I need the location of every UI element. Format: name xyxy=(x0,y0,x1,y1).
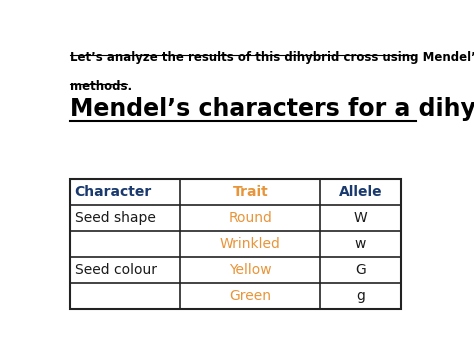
Text: Seed shape: Seed shape xyxy=(75,211,155,225)
Text: Green: Green xyxy=(229,289,271,303)
Text: Trait: Trait xyxy=(232,185,268,199)
Text: W: W xyxy=(354,211,367,225)
Text: w: w xyxy=(355,237,366,251)
Text: Yellow: Yellow xyxy=(229,263,272,277)
Text: Mendel’s characters for a dihybrid cross: Mendel’s characters for a dihybrid cross xyxy=(70,97,474,121)
Text: Seed colour: Seed colour xyxy=(75,263,157,277)
Text: Character: Character xyxy=(75,185,152,199)
Text: Round: Round xyxy=(228,211,272,225)
Text: methods.: methods. xyxy=(70,80,132,93)
Text: g: g xyxy=(356,289,365,303)
Text: Wrinkled: Wrinkled xyxy=(220,237,281,251)
Text: Allele: Allele xyxy=(338,185,383,199)
Text: G: G xyxy=(355,263,366,277)
Text: Let’s analyze the results of this dihybrid cross using Mendel’: Let’s analyze the results of this dihybr… xyxy=(70,51,474,64)
